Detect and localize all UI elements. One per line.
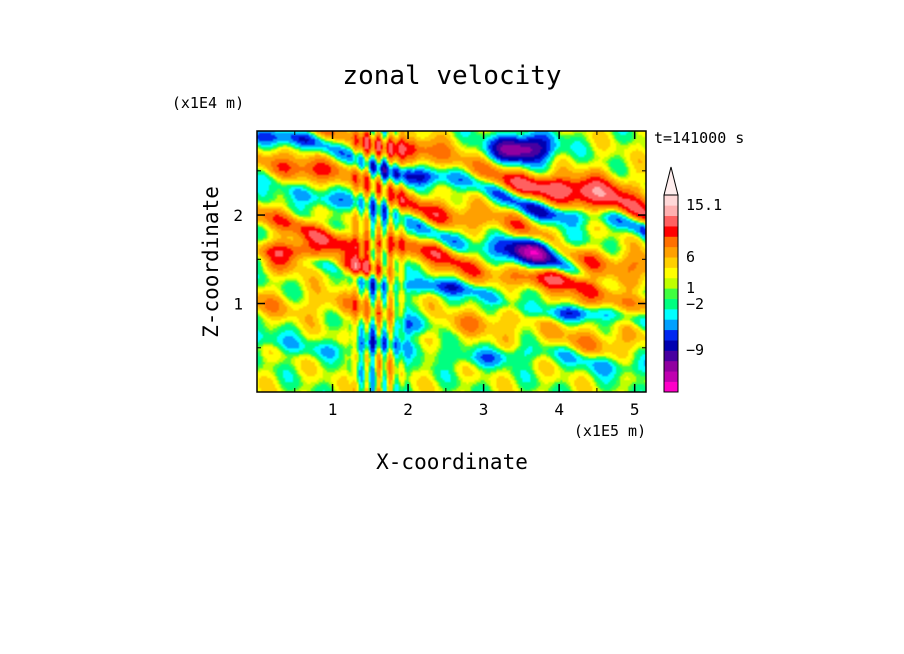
colorbar-swatch <box>664 195 678 206</box>
colorbar-swatch <box>664 381 678 393</box>
x-tick-label: 3 <box>479 400 489 419</box>
colorbar-label: 15.1 <box>686 196 722 214</box>
y-axis-ticks: 12 <box>233 170 646 349</box>
x-multiplier-label: (x1E5 m) <box>574 422 646 440</box>
colorbar-frame <box>663 194 679 393</box>
colorbar-swatch <box>664 309 678 320</box>
plot-frame <box>256 130 647 393</box>
colorbar-swatch <box>664 329 678 341</box>
colorbar-swatch <box>664 267 678 279</box>
chart-title: zonal velocity <box>342 61 561 91</box>
colorbar: 15.1 6 1−2 −9 <box>663 166 722 393</box>
time-label: t=141000 s <box>654 129 744 147</box>
x-tick-label: 5 <box>630 400 640 419</box>
colorbar-swatch <box>664 205 678 217</box>
colorbar-swatch <box>664 277 678 289</box>
colorbar-swatch <box>664 257 678 268</box>
x-axis-label: X-coordinate <box>376 450 528 474</box>
colorbar-swatch <box>664 371 678 382</box>
colorbar-swatch <box>664 236 678 248</box>
colorbar-swatch <box>664 340 678 351</box>
y-multiplier-label: (x1E4 m) <box>172 94 244 112</box>
colorbar-label: −9 <box>686 341 704 359</box>
colorbar-swatch <box>664 226 678 237</box>
x-axis-ticks: 1 2 3 4 5 <box>294 131 640 419</box>
x-tick-label: 1 <box>328 400 338 419</box>
y-axis-label: Z-coordinate <box>199 186 223 338</box>
colorbar-swatch <box>664 319 678 331</box>
colorbar-swatch <box>664 298 678 310</box>
y-tick-label: 2 <box>233 206 243 225</box>
colorbar-label: −2 <box>686 295 704 313</box>
colorbar-swatch <box>664 350 678 362</box>
colorbar-swatch <box>664 288 678 299</box>
x-tick-label: 2 <box>403 400 413 419</box>
velocity-field <box>257 131 646 392</box>
colorbar-swatch <box>664 246 678 258</box>
colorbar-swatch <box>664 215 678 227</box>
colorbar-swatch <box>664 360 678 372</box>
colorbar-extend-arrow <box>663 166 679 196</box>
colorbar-label: 6 <box>686 248 695 266</box>
y-tick-label: 1 <box>233 295 243 314</box>
x-tick-label: 4 <box>554 400 564 419</box>
colorbar-label: 1 <box>686 279 695 297</box>
plot-area <box>256 130 647 393</box>
